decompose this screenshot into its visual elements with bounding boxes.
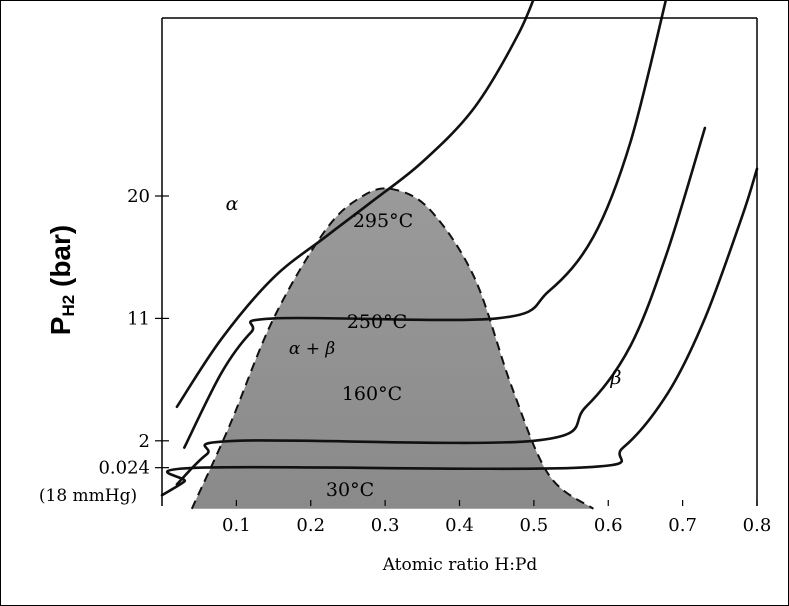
isotherm-label-250: 250°C: [347, 311, 407, 333]
isotherm-label-160: 160°C: [342, 383, 402, 405]
x-axis-label: Atomic ratio H:Pd: [382, 555, 538, 575]
two-phase-region: [191, 188, 594, 509]
y-tick-label: 0.024: [98, 458, 150, 479]
y-ticks: 20 11 2 0.024: [98, 186, 169, 479]
x-tick-label: 0.8: [743, 515, 772, 536]
y-note-label: (18 mmHg): [39, 486, 137, 506]
isotherm-label-295: 295°C: [353, 210, 413, 232]
phase-label-beta: β: [610, 367, 622, 389]
isotherm-series: [160, 0, 759, 497]
y-axis-label-main: P: [45, 316, 76, 336]
plot-axes: [161, 17, 758, 506]
x-ticks: 0.1 0.2 0.3 0.4 0.5 0.6 0.7 0.8: [222, 500, 771, 536]
isotherm-label-30: 30°C: [326, 479, 374, 501]
y-tick-label: 20: [127, 186, 150, 207]
x-tick-label: 0.2: [296, 515, 325, 536]
isotherm-line-3: [160, 167, 759, 497]
y-axis-label: PH2 (bar): [45, 225, 79, 335]
y-tick-label: 2: [139, 431, 150, 452]
x-tick-label: 0.1: [222, 515, 251, 536]
x-tick-label: 0.4: [445, 515, 474, 536]
x-tick-label: 0.6: [594, 515, 623, 536]
phase-label-alpha-beta: α + β: [289, 339, 336, 359]
isotherm-line-1: [183, 0, 668, 449]
two-phase-boundary-dashed: [190, 187, 595, 510]
y-tick-label: 11: [127, 308, 150, 329]
isotherm-line-2: [175, 126, 707, 486]
x-tick-label: 0.7: [668, 515, 697, 536]
x-tick-label: 0.5: [520, 515, 549, 536]
y-axis-label-rest: (bar): [45, 224, 76, 295]
phase-label-alpha: α: [226, 193, 239, 215]
x-tick-label: 0.3: [371, 515, 400, 536]
y-axis-label-sub: H2: [59, 294, 78, 317]
isotherm-line-0: [175, 0, 535, 409]
